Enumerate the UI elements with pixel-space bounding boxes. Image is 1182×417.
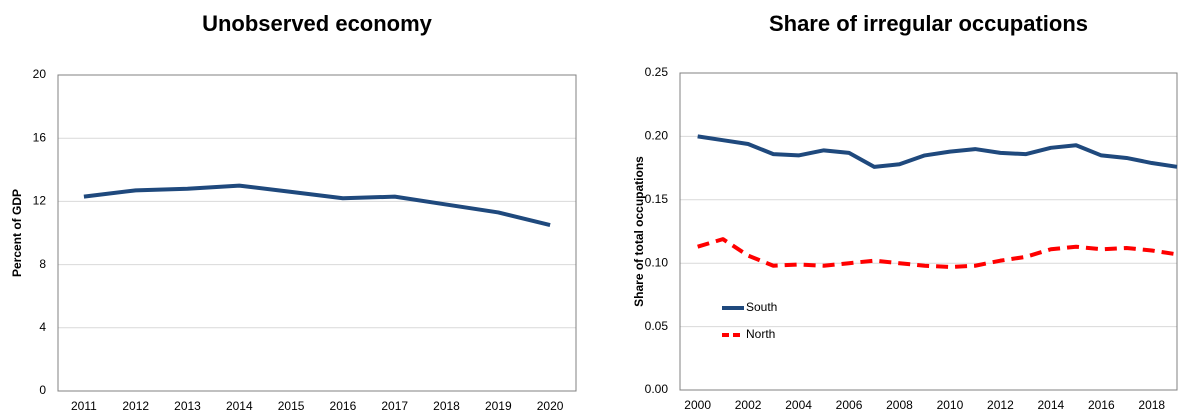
legend-label: South	[746, 300, 777, 314]
x-tick-label: 2018	[1138, 398, 1165, 412]
x-tick-label: 2004	[785, 398, 812, 412]
y-tick-label: 0	[39, 383, 46, 397]
line-series	[697, 237, 1178, 270]
x-tick-label: 2019	[485, 399, 512, 413]
x-tick-label: 2008	[886, 398, 913, 412]
y-tick-label: 8	[39, 257, 46, 271]
plot-border	[57, 74, 577, 392]
y-tick-label: 12	[33, 194, 47, 208]
x-tick-label: 2020	[537, 399, 564, 413]
y-tick-label: 0.10	[645, 255, 669, 269]
legend-label: North	[746, 327, 775, 341]
y-axis-label: Percent of GDP	[10, 189, 24, 277]
x-tick-label: 2012	[987, 398, 1014, 412]
y-tick-label: 0.15	[645, 192, 669, 206]
x-tick-label: 2011	[71, 399, 97, 413]
x-tick-label: 2002	[735, 398, 762, 412]
y-tick-label: 0.05	[645, 319, 669, 333]
line-series	[697, 134, 1178, 169]
y-tick-label: 0.25	[645, 65, 669, 79]
y-axis-label: Share of total occupations	[632, 156, 646, 307]
x-tick-label: 2014	[226, 399, 253, 413]
x-tick-label: 2006	[836, 398, 863, 412]
x-tick-label: 2000	[684, 398, 711, 412]
y-tick-label: 0.20	[645, 129, 669, 143]
x-tick-label: 2010	[937, 398, 964, 412]
y-tick-label: 4	[39, 320, 46, 334]
x-tick-label: 2012	[122, 399, 149, 413]
y-tick-label: 16	[33, 130, 47, 144]
line-series	[83, 183, 551, 228]
y-tick-label: 0.00	[645, 382, 669, 396]
x-tick-label: 2016	[330, 399, 357, 413]
x-tick-label: 2013	[174, 399, 201, 413]
x-tick-label: 2015	[278, 399, 305, 413]
x-tick-label: 2017	[381, 399, 408, 413]
y-tick-label: 20	[33, 67, 47, 81]
plot-border	[679, 72, 1178, 391]
x-tick-label: 2016	[1088, 398, 1115, 412]
x-tick-label: 2018	[433, 399, 460, 413]
chart-title: Share of irregular occupations	[769, 11, 1088, 36]
x-tick-label: 2014	[1038, 398, 1065, 412]
chart-title: Unobserved economy	[202, 11, 433, 36]
